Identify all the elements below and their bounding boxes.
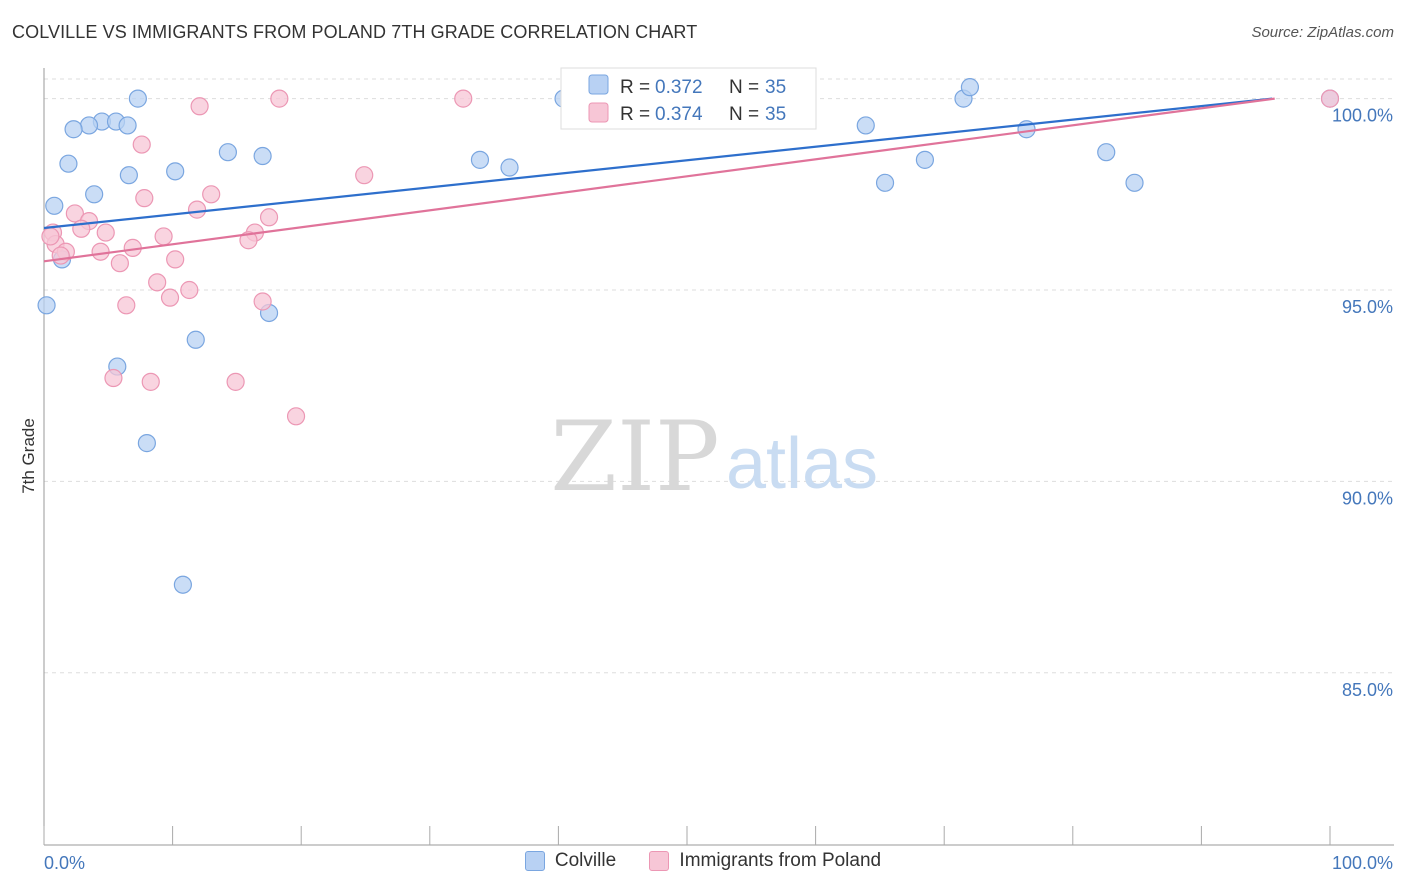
x-tick-label-max: 100.0% (1332, 853, 1393, 873)
legend-top-swatch-poland (588, 102, 609, 123)
legend-top-n-value: 35 (765, 104, 786, 125)
poland-point (166, 250, 185, 269)
legend-bottom: Colville Immigrants from Poland (0, 850, 1406, 877)
colville-point (875, 173, 895, 192)
colville-point (470, 150, 490, 169)
source-attribution: Source: ZipAtlas.com (1251, 24, 1394, 41)
poland-point (132, 135, 151, 154)
poland-point (104, 368, 123, 388)
legend-top-r-label: R = (620, 77, 650, 98)
chart-title: COLVILLE VS IMMIGRANTS FROM POLAND 7TH G… (12, 22, 698, 42)
colville-point (1097, 143, 1116, 162)
poland-point (180, 280, 199, 300)
legend-top-n-value: 35 (765, 77, 786, 98)
tick-labels: 100.0% 95.0% 90.0% 85.0% 0.0% 100.0% (43, 106, 1393, 873)
poland-point (259, 208, 279, 227)
colville-point (173, 575, 192, 594)
trend-line-colville (43, 97, 1273, 230)
y-tick-label: 85.0% (1342, 680, 1393, 700)
watermark: ZIP atlas (550, 401, 878, 513)
poland-point (226, 372, 245, 391)
colville-point (64, 120, 83, 139)
legend-swatch-colville (524, 851, 545, 871)
y-tick-label: 90.0% (1342, 488, 1393, 508)
colville-point (118, 116, 137, 135)
colville-point (128, 89, 147, 108)
poland-point (148, 273, 167, 292)
colville-point (253, 146, 272, 166)
colville-point (137, 434, 156, 453)
poland-point (51, 246, 70, 265)
colville-point (500, 158, 519, 177)
poland-point (454, 89, 473, 108)
colville-point (45, 196, 64, 215)
y-tick-label: 100.0% (1332, 106, 1393, 126)
colville-point (166, 162, 185, 181)
colville-point (856, 116, 875, 135)
series-poland-points (41, 89, 1340, 426)
poland-point (190, 97, 209, 116)
legend-top-r-label: R = (620, 104, 650, 125)
axes (43, 68, 1394, 846)
poland-point (141, 372, 160, 391)
colville-point (37, 296, 56, 315)
colville-point (960, 78, 980, 97)
colville-point (59, 154, 78, 173)
trend-lines (43, 97, 1275, 263)
poland-point (355, 166, 374, 185)
poland-point (202, 185, 221, 204)
poland-point (65, 204, 84, 223)
legend-top-n-label: N = (729, 77, 759, 98)
legend-item-poland: Immigrants from Poland (649, 850, 881, 872)
legend-top: R = 0.372 N = 35 R = 0.374 N = 35 (560, 67, 817, 130)
colville-point (1125, 173, 1144, 192)
colville-point (915, 150, 935, 169)
watermark-atlas: atlas (726, 424, 878, 504)
poland-point (96, 223, 115, 242)
legend-top-r-value: 0.374 (655, 104, 703, 125)
poland-point (91, 242, 110, 261)
poland-point (239, 231, 258, 250)
y-tick-label: 95.0% (1342, 297, 1393, 317)
legend-top-swatch-colville (588, 74, 609, 95)
poland-point (253, 292, 272, 311)
trend-line-poland (43, 97, 1275, 263)
poland-point (286, 407, 306, 426)
poland-point (187, 200, 207, 219)
legend-label-poland: Immigrants from Poland (679, 850, 882, 871)
poland-point (160, 288, 180, 307)
poland-point (154, 227, 173, 246)
watermark-zip: ZIP (550, 401, 719, 513)
legend-swatch-poland (649, 851, 670, 871)
colville-point (85, 185, 104, 204)
colville-point (218, 143, 237, 162)
series-colville-points (37, 78, 1340, 594)
legend-top-n-label: N = (729, 104, 759, 125)
legend-label-colville: Colville (554, 850, 617, 871)
legend-item-colville: Colville (524, 850, 617, 872)
poland-point (110, 254, 129, 273)
poland-point (270, 89, 289, 108)
colville-point (119, 166, 138, 185)
x-tick-label-min: 0.0% (44, 853, 85, 873)
y-axis-label: 7th Grade (19, 418, 38, 494)
poland-point (1320, 89, 1340, 108)
poland-point (135, 189, 154, 208)
grid-lines (44, 78, 1394, 674)
colville-point (79, 116, 99, 135)
colville-point (186, 330, 205, 349)
legend-top-r-value: 0.372 (655, 77, 703, 98)
poland-point (117, 296, 136, 315)
poland-point (41, 227, 60, 246)
